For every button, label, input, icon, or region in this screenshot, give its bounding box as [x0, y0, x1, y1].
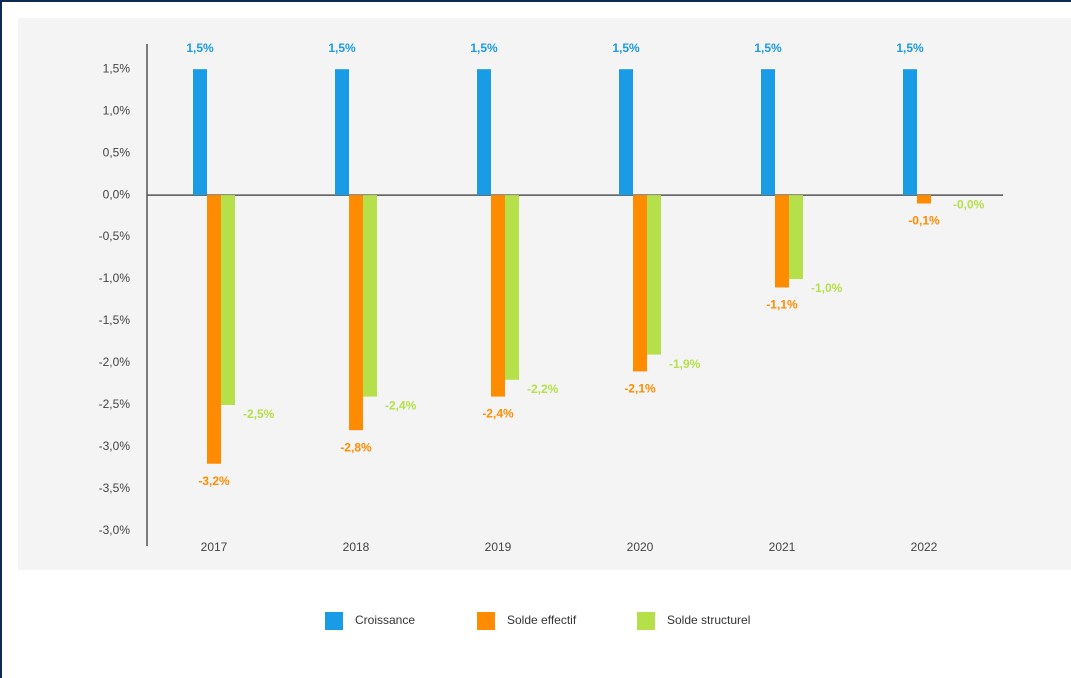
x-tick-label: 2017 — [201, 540, 228, 554]
bar — [335, 69, 349, 196]
value-label: 1,5% — [896, 41, 924, 55]
value-label: -1,1% — [766, 298, 798, 312]
y-tick-label: 1,5% — [103, 61, 131, 75]
value-label: -2,4% — [482, 407, 514, 421]
x-tick-label: 2020 — [627, 540, 654, 554]
y-tick-label: 1,0% — [103, 103, 131, 117]
legend-swatch — [477, 612, 495, 630]
value-label: 1,5% — [470, 41, 498, 55]
y-tick-label: -2,0% — [99, 355, 131, 369]
y-tick-label: -1,0% — [99, 271, 131, 285]
value-label: -0,0% — [953, 197, 985, 211]
y-tick-label: 0,5% — [103, 145, 131, 159]
bar — [619, 69, 633, 196]
bar — [761, 69, 775, 196]
bar — [193, 69, 207, 196]
value-label: 1,5% — [754, 41, 782, 55]
value-label: -3,2% — [198, 474, 230, 488]
x-tick-label: 2022 — [911, 540, 938, 554]
legend-swatch — [325, 612, 343, 630]
bar — [775, 195, 789, 288]
bar — [505, 195, 519, 380]
bar — [349, 195, 363, 431]
x-tick-label: 2021 — [769, 540, 796, 554]
value-label: -1,9% — [669, 357, 701, 371]
y-tick-label: -3,0% — [99, 439, 131, 453]
bar — [789, 195, 803, 280]
legend-swatch — [637, 612, 655, 630]
bar — [917, 195, 931, 204]
frame-left — [0, 0, 2, 678]
value-label: 1,5% — [612, 41, 640, 55]
x-tick-label: 2018 — [343, 540, 370, 554]
bar — [363, 195, 377, 397]
legend-label: Solde structurel — [667, 613, 750, 627]
bar — [207, 195, 221, 464]
value-label: -2,2% — [527, 382, 559, 396]
value-label: -1,0% — [811, 281, 843, 295]
x-tick-label: 2019 — [485, 540, 512, 554]
bar — [477, 69, 491, 196]
y-tick-label: 0,0% — [103, 187, 131, 201]
y-tick-label: -3,0% — [99, 523, 131, 537]
value-label: 1,5% — [328, 41, 356, 55]
value-label: -0,1% — [908, 214, 940, 228]
bar — [633, 195, 647, 372]
legend-label: Croissance — [355, 613, 415, 627]
value-label: -2,1% — [624, 382, 656, 396]
frame-top — [0, 0, 1071, 2]
bar — [647, 195, 661, 355]
value-label: -2,5% — [243, 407, 275, 421]
y-tick-label: -1,5% — [99, 313, 131, 327]
value-label: 1,5% — [186, 41, 214, 55]
y-tick-label: -3,5% — [99, 481, 131, 495]
y-tick-label: -0,5% — [99, 229, 131, 243]
bar — [221, 195, 235, 405]
value-label: -2,4% — [385, 399, 417, 413]
y-tick-label: -2,5% — [99, 397, 131, 411]
bar — [491, 195, 505, 397]
value-label: -2,8% — [340, 440, 372, 454]
bar — [903, 69, 917, 196]
legend-label: Solde effectif — [507, 613, 577, 627]
